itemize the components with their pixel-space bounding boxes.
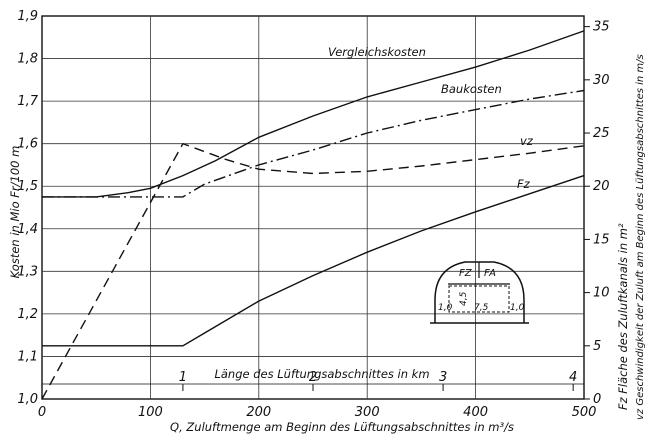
series-line-vergleichskosten bbox=[42, 30, 585, 198]
x-tick-label: 200 bbox=[246, 405, 271, 420]
y-left-tick-label: 1,4 bbox=[17, 222, 38, 237]
y-axis-right-label-velocity: vz Geschwindigkeit der Zuluft am Beginn … bbox=[635, 54, 646, 420]
series-line-baukosten bbox=[42, 89, 585, 198]
series-label-baukosten: Baukosten bbox=[441, 82, 502, 96]
y-axis-right-label-area: Fz Fläche des Zuluftkanals in m² bbox=[616, 223, 630, 410]
secondary-x-axis-label: Länge des Lüftungsabschnittes in km bbox=[214, 367, 429, 381]
inset-dim-right: 1,0 bbox=[510, 303, 525, 313]
tunnel-cross-section: FZ FA 1,0 4,5 7,5 1,0 bbox=[430, 261, 529, 324]
y-left-tick-label: 1,0 bbox=[17, 392, 38, 407]
y-left-tick-label: 1,3 bbox=[17, 264, 38, 279]
y-right-tick-label: 25 bbox=[593, 126, 610, 141]
inset-dim-height: 4,5 bbox=[459, 291, 469, 306]
y-right-tick-label: 35 bbox=[593, 20, 610, 35]
inset-dim-width: 7,5 bbox=[474, 303, 489, 313]
y-left-tick-label: 1,1 bbox=[17, 349, 38, 364]
series-line-vz bbox=[41, 142, 585, 400]
y-right-tick-label: 5 bbox=[593, 339, 601, 354]
x-axis-label: Q, Zuluftmenge am Beginn des Lüftungsabs… bbox=[170, 420, 514, 434]
y-left-tick-label: 1,8 bbox=[17, 52, 38, 67]
y-left-tick-label: 1,2 bbox=[17, 307, 38, 322]
tick-labels: 0 100 200 300 400 5001,01,11,21,31,41,51,61,7… bbox=[17, 9, 609, 420]
y-left-tick-label: 1,5 bbox=[17, 179, 38, 194]
series-line-fz bbox=[42, 174, 585, 347]
secondary-x-tick-label: 2 bbox=[309, 370, 317, 385]
secondary-x-tick-label: 1 bbox=[179, 370, 187, 385]
y-right-tick-label: 10 bbox=[593, 286, 610, 301]
x-tick-label: 400 bbox=[463, 405, 488, 420]
x-tick-label: 0 bbox=[38, 405, 46, 420]
series-label-vergleichskosten: Vergleichskosten bbox=[328, 45, 426, 59]
plot-frame bbox=[41, 15, 585, 400]
inset-label-fa: FA bbox=[484, 268, 496, 279]
grid-lines bbox=[41, 15, 585, 400]
secondary-x-tick-label: 4 bbox=[569, 370, 577, 385]
y-axis-left-label: Kosten in Mio Fr/100 m bbox=[8, 146, 22, 279]
x-tick-label: 500 bbox=[572, 405, 597, 420]
series-lines bbox=[41, 30, 585, 400]
y-left-tick-label: 1,6 bbox=[17, 137, 38, 152]
y-right-tick-label: 15 bbox=[593, 232, 610, 247]
x-tick-label: 300 bbox=[355, 405, 380, 420]
series-label-vz: vz bbox=[520, 134, 534, 148]
y-right-tick-label: 30 bbox=[593, 73, 610, 88]
x-tick-label: 100 bbox=[138, 405, 163, 420]
secondary-x-tick-label: 3 bbox=[439, 370, 447, 385]
series-label-fz: Fz bbox=[517, 177, 531, 191]
y-left-tick-label: 1,9 bbox=[17, 9, 38, 24]
inset-label-fz: FZ bbox=[459, 268, 473, 279]
traffic-space bbox=[448, 285, 510, 313]
y-right-tick-label: 0 bbox=[593, 392, 601, 407]
y-right-tick-label: 20 bbox=[593, 179, 610, 194]
inset-dim-left: 1,0 bbox=[438, 303, 453, 313]
y-left-tick-label: 1,7 bbox=[17, 94, 38, 109]
